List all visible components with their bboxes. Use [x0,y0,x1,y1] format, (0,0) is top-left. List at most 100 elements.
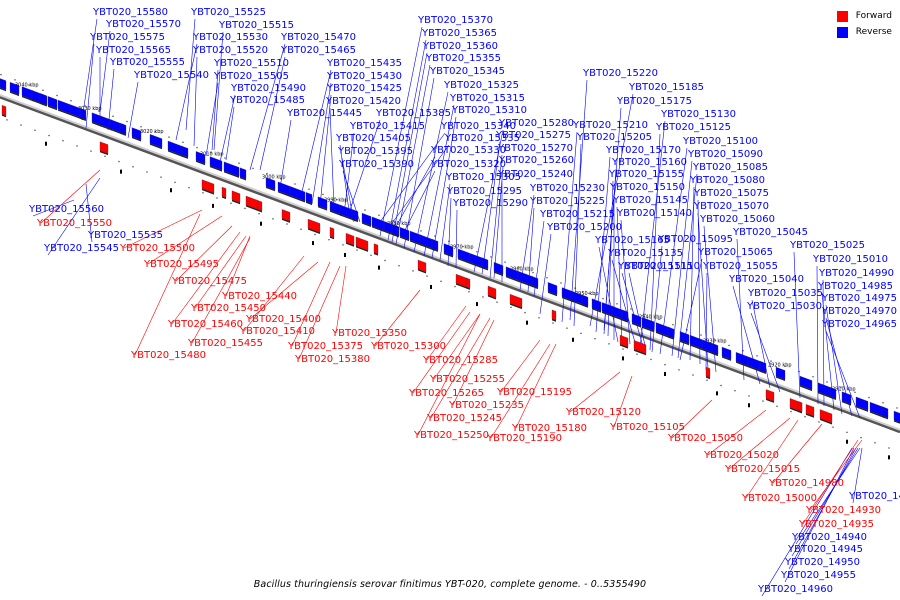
upper-tick-mark [56,94,58,97]
lower-tick-mark [258,212,260,215]
forward-gene-label: YBT020_15255 [429,374,505,385]
leader-line [387,39,427,241]
lower-tick-mark [34,129,36,131]
reverse-gene-label: YBT020_15035 [747,288,823,299]
kbp-tick-label: 2920 kbp [768,363,792,369]
lower-tick-mark [734,390,736,392]
leader-line [379,132,446,223]
leader-line [40,169,101,224]
reverse-gene-label: YBT020_15490 [230,83,306,94]
upper-tick-mark [462,245,464,248]
lower-tick-mark [580,332,582,335]
forward-gene-shadow [552,318,556,322]
reverse-gene-label: YBT020_15045 [732,227,808,238]
lower-tick-mark [356,249,358,251]
forward-gene-label: YBT020_15190 [486,433,562,444]
upper-tick-mark [238,162,240,164]
leader-line [659,147,688,355]
reverse-gene-label: YBT020_14955 [780,570,856,581]
reverse-gene-label: YBT020_15125 [655,122,731,133]
upper-tick-mark [784,365,786,367]
reverse-gene-label: YBT020_15535 [87,230,163,241]
leader-line [412,311,471,394]
reverse-gene-shadow [818,391,833,399]
forward-gene-shadow [100,150,108,156]
lower-tick-mark [76,145,78,147]
leader-line [319,94,332,207]
leader-line [85,183,93,243]
reverse-gene-label: YBT020_15025 [789,240,865,251]
tick-layer: 2910 kbp 2920 kbp 2930 kbp 2940 kbp 2950 kbp… [0,74,898,449]
lower-tick-mark [650,358,652,361]
leader-line [697,199,701,365]
gene-marker [846,439,848,444]
leader-line [343,132,355,215]
leader-line [825,304,843,415]
reverse-gene-label: YBT020_15390 [338,159,414,170]
upper-tick-mark [490,256,492,258]
forward-gene-shadow [222,196,226,200]
reverse-gene-label: YBT020_14965 [821,319,897,330]
leader-line [391,52,428,243]
leader-line [793,251,801,399]
reverse-gene-label: YBT020_15240 [497,169,573,180]
leader-line [539,233,552,315]
reverse-gene-label: YBT020_15145 [612,195,688,206]
reverse-gene-shadow [352,218,358,223]
reverse-gene-label: YBT020_15395 [337,146,413,157]
reverse-gene-label: YBT020_15545 [43,243,119,254]
forward-gene-label: YBT020_15500 [119,243,195,254]
reverse-gene-shadow [830,396,836,400]
reverse-gene-label: YBT020_15115 [617,261,693,272]
forward-gene-shadow [258,209,262,213]
leader-line [395,64,431,245]
lower-tick-mark [776,405,778,407]
forward-gene [465,277,471,289]
reverse-gene-shadow [532,285,538,290]
reverse-gene-shadow [690,344,702,351]
forward-gene [329,227,335,238]
lower-tick-mark [510,306,512,309]
gene-marker [430,284,432,289]
reverse-gene-label: YBT020_15030 [746,301,822,312]
reverse-gene-label: YBT020_15435 [326,58,402,69]
kbp-tick-label: 2990 kbp [324,198,348,204]
lower-tick-mark [622,348,624,350]
upper-tick-mark [434,235,436,237]
reverse-gene-label: YBT020_15205 [576,132,652,143]
reverse-gene-label: YBT020_15055 [702,261,778,272]
leader-line [389,144,450,227]
reverse-gene-shadow [432,248,438,252]
lower-tick-mark [706,379,708,381]
reverse-gene-shadow [362,222,371,228]
upper-tick-mark [252,167,254,170]
forward-gene-label: YBT020_15120 [565,407,641,418]
forward-gene-label: YBT020_15015 [724,464,800,475]
reverse-gene-label: YBT020_15430 [326,71,402,82]
backbone [0,94,900,431]
reverse-gene-shadow [392,233,398,238]
upper-tick-mark [112,115,114,117]
lower-tick-mark [174,181,176,184]
forward-gene-label: YBT020_15235 [448,400,524,411]
forward-gene-label: YBT020_15475 [171,276,247,287]
reverse-gene-label: YBT020_15135 [607,248,683,259]
lower-tick-mark [594,337,596,340]
leader-line [433,313,481,380]
lower-tick-mark [524,311,526,314]
lower-tick-mark [132,166,134,168]
forward-gene [257,200,263,212]
upper-tick-mark [630,308,632,310]
leader-line [191,237,251,344]
lower-tick-mark [202,192,204,194]
lower-tick-mark [286,223,288,225]
forward-gene-shadow [282,218,290,223]
gene-marker [170,188,172,193]
reverse-gene-label: YBT020_15305 [445,172,521,183]
reverse-gene-shadow [562,296,574,303]
lower-tick-mark [496,301,498,303]
leader-line [439,183,451,261]
upper-tick-mark [518,266,520,268]
lower-tick-mark [482,296,484,298]
